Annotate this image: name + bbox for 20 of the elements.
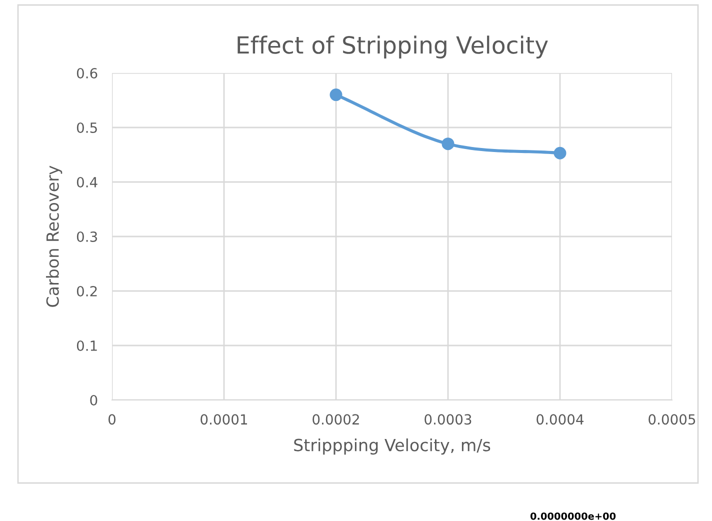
x-tick-label: 0 <box>108 414 116 425</box>
chart-title: Effect of Stripping Velocity <box>238 36 548 58</box>
y-axis-title: Carbon Recovery <box>46 166 62 307</box>
x-tick-label: 0.0002 <box>312 414 359 425</box>
point <box>554 146 566 160</box>
x-tick-label: 0.0005 <box>648 414 696 425</box>
x-tick-label: 0.0003 <box>424 414 472 425</box>
y-tick-label: 0.6 <box>76 68 98 78</box>
x-tick-label: 0.0004 <box>536 414 584 425</box>
y-tick-label: 0.1 <box>76 340 97 351</box>
y-tick-label: 0.3 <box>76 231 97 242</box>
y-tick-label: 0.2 <box>76 286 97 296</box>
point <box>442 138 454 150</box>
x-axis-title: Strippping Velocity, m/s <box>294 438 490 455</box>
x-tick-label: 0.0001 <box>200 414 248 425</box>
text: 0.0000000e+00 <box>530 512 616 520</box>
y-tick-label: 0.4 <box>76 176 98 188</box>
y-tick-label: 0.5 <box>76 122 97 133</box>
y-tick-label: 0 <box>90 394 98 406</box>
point <box>330 88 342 102</box>
